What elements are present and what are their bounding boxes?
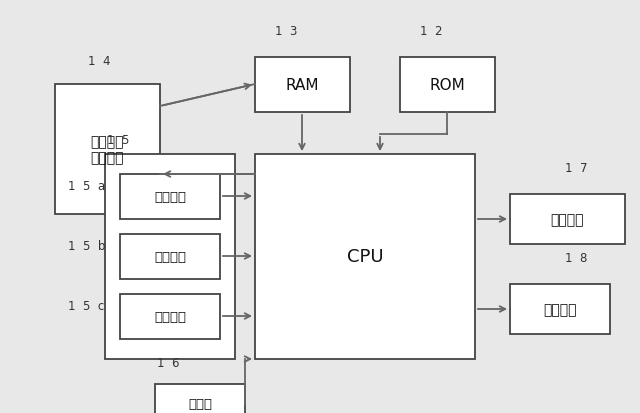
Text: 1  2: 1 2 (420, 25, 442, 38)
Text: 1  5  a: 1 5 a (68, 180, 105, 192)
Text: 1  5  b: 1 5 b (68, 240, 106, 252)
Text: 1  3: 1 3 (275, 25, 298, 38)
Text: マウス: マウス (188, 398, 212, 411)
Text: 表示装置: 表示装置 (551, 212, 584, 226)
Bar (255, 154, 475, 359)
Text: テンキー: テンキー (154, 250, 186, 263)
Bar (510, 284, 610, 334)
Text: 1  6: 1 6 (157, 356, 179, 369)
Bar (155, 384, 245, 413)
Text: 1  4: 1 4 (88, 55, 111, 68)
Text: CPU: CPU (347, 248, 383, 266)
Text: RAM: RAM (285, 78, 319, 93)
Text: 入力キー: 入力キー (154, 310, 186, 323)
Text: 磁気ディ
スク装置: 磁気ディ スク装置 (91, 135, 124, 165)
Bar (120, 294, 220, 339)
Bar (400, 58, 495, 113)
Text: ROM: ROM (429, 78, 465, 93)
Bar (105, 154, 235, 359)
Bar (120, 175, 220, 219)
Text: プリンタ: プリンタ (543, 302, 577, 316)
Bar (510, 195, 625, 244)
Text: 1  5  c: 1 5 c (68, 299, 104, 312)
Bar (255, 58, 350, 113)
Bar (55, 85, 160, 214)
Text: 1  8: 1 8 (565, 252, 588, 264)
Bar (120, 235, 220, 279)
Text: 1  5: 1 5 (107, 134, 129, 147)
Text: 1  7: 1 7 (565, 161, 588, 175)
Text: 選択キー: 選択キー (154, 190, 186, 204)
